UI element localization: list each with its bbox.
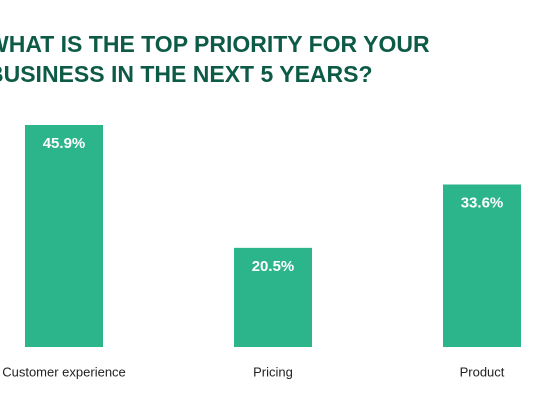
x-tick-label: Customer experience [2, 364, 126, 379]
value-label: 45.9% [43, 135, 86, 152]
bar [234, 247, 312, 347]
bar [25, 125, 103, 347]
bar [443, 184, 521, 347]
chart-title-line: WHAT IS THE TOP PRIORITY FOR YOUR [0, 31, 430, 57]
x-tick-label: Product [460, 364, 505, 379]
value-label: 33.6% [461, 194, 504, 211]
value-label: 20.5% [252, 258, 295, 275]
x-tick-label: Pricing [253, 364, 293, 379]
chart-title-line: BUSINESS IN THE NEXT 5 YEARS? [0, 61, 373, 87]
